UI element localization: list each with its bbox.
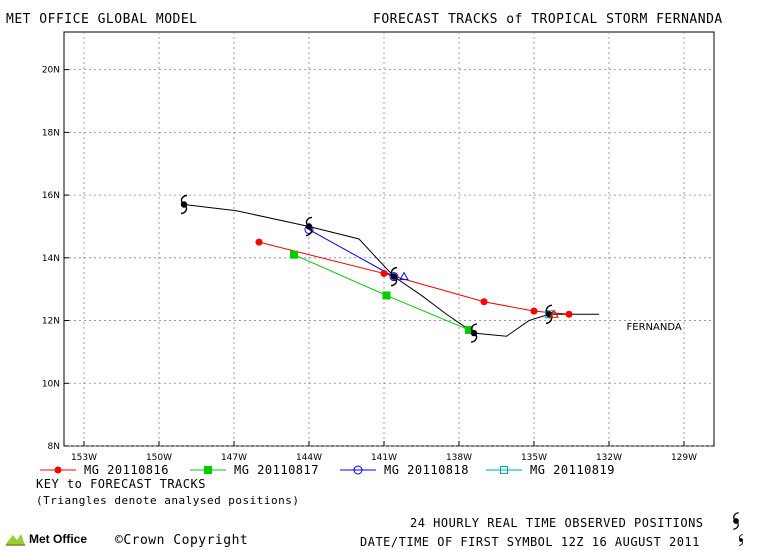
track-marker bbox=[290, 250, 298, 259]
legend: MG 20110816 MG 20110817 MG 20110818 MG 2011… bbox=[30, 462, 670, 478]
track-marker bbox=[353, 465, 363, 475]
storm-name-label: FERNANDA bbox=[627, 322, 682, 333]
legend-label: MG 20110819 bbox=[530, 463, 615, 477]
y-tick-label: 14N bbox=[42, 254, 60, 264]
y-tick-label: 8N bbox=[48, 442, 60, 452]
y-tick-label: 18N bbox=[42, 128, 60, 138]
y-tick-label: 20N bbox=[42, 66, 60, 76]
plot-frame bbox=[63, 31, 715, 447]
hurricane-symbol-icon bbox=[733, 512, 739, 530]
x-tick-label: 153W bbox=[71, 453, 97, 460]
track-marker bbox=[389, 272, 399, 282]
x-tick-label: 141W bbox=[371, 453, 397, 460]
x-tick-label: 147W bbox=[221, 453, 247, 460]
track-markers bbox=[180, 194, 573, 343]
track-marker bbox=[382, 291, 391, 300]
track-marker bbox=[480, 298, 488, 306]
legend-swatch bbox=[190, 466, 226, 474]
track-marker bbox=[465, 325, 473, 334]
x-tick-label: 129W bbox=[671, 453, 697, 460]
key-note: (Triangles denote analysed positions) bbox=[36, 494, 300, 507]
legend-swatch bbox=[40, 466, 76, 474]
x-tick-label: 138W bbox=[446, 453, 472, 460]
met-office-logo: Met Office bbox=[3, 531, 113, 549]
x-tick-label: 144W bbox=[296, 453, 322, 460]
forecast-track-chart: 153W 150W 147W 144W 141W 138W 135W 132W 129W 8N 10… bbox=[42, 31, 715, 460]
observed-position-symbol bbox=[470, 323, 478, 343]
met-office-logo-icon bbox=[5, 534, 25, 546]
y-tick-label: 10N bbox=[42, 379, 60, 389]
hurricane-glyph bbox=[733, 512, 739, 530]
track-marker bbox=[54, 466, 62, 474]
hurricane-glyph bbox=[739, 534, 743, 546]
track-marker bbox=[545, 310, 553, 319]
header-left-title: MET OFFICE GLOBAL MODEL bbox=[6, 12, 198, 27]
legend-label: MG 20110816 bbox=[84, 463, 169, 477]
x-tick-label: 132W bbox=[596, 453, 622, 460]
first-symbol-date-label: DATE/TIME OF FIRST SYMBOL 12Z 16 AUGUST … bbox=[360, 535, 700, 549]
axis-ticks: 153W 150W 147W 144W 141W 138W 135W 132W 129W 8N 10… bbox=[42, 66, 697, 460]
observed-position-symbol bbox=[180, 194, 188, 215]
legend-swatch bbox=[486, 466, 522, 474]
analysed-position-triangle bbox=[399, 271, 409, 281]
met-office-logo-text: Met Office bbox=[29, 532, 88, 546]
grid-lines bbox=[64, 32, 714, 447]
track-marker bbox=[530, 307, 538, 315]
observed-position-symbol bbox=[390, 266, 398, 287]
legend-label: MG 20110817 bbox=[234, 463, 319, 477]
x-tick-label: 135W bbox=[521, 453, 547, 460]
y-tick-label: 16N bbox=[42, 191, 60, 201]
hurricane-symbol-icon bbox=[739, 534, 743, 546]
observed-position-symbol bbox=[305, 216, 313, 237]
legend-swatch bbox=[340, 465, 376, 475]
track-marker bbox=[500, 466, 508, 474]
copyright-label: ©Crown Copyright bbox=[115, 533, 249, 548]
y-tick-label: 12N bbox=[42, 317, 60, 327]
key-title: KEY to FORECAST TRACKS bbox=[36, 477, 206, 491]
x-tick-label: 150W bbox=[146, 453, 172, 460]
legend-label: MG 20110818 bbox=[384, 463, 469, 477]
track-marker bbox=[204, 466, 212, 474]
track-marker bbox=[380, 270, 388, 277]
analysed-position-triangle bbox=[549, 309, 559, 318]
header-right-title: FORECAST TRACKS of TROPICAL STORM FERNAN… bbox=[373, 12, 723, 27]
forecast-track-line bbox=[308, 229, 395, 278]
observed-positions-label: 24 HOURLY REAL TIME OBSERVED POSITIONS bbox=[410, 516, 704, 530]
track-marker bbox=[565, 310, 573, 318]
track-marker bbox=[255, 238, 263, 246]
